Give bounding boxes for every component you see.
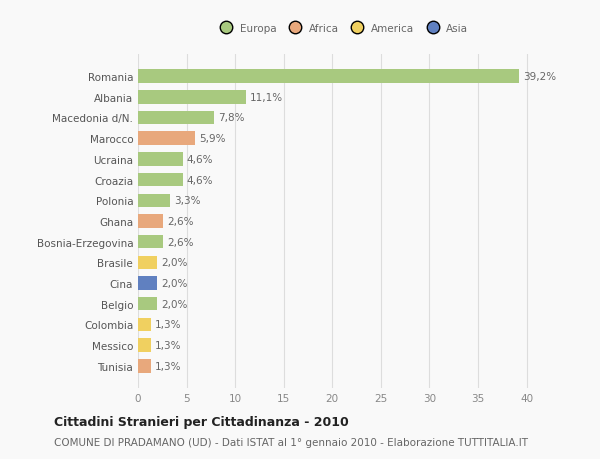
Text: 4,6%: 4,6% bbox=[187, 175, 213, 185]
Text: 1,3%: 1,3% bbox=[155, 320, 181, 330]
Bar bbox=[138, 194, 170, 207]
Text: 1,3%: 1,3% bbox=[155, 341, 181, 350]
Text: 7,8%: 7,8% bbox=[218, 113, 244, 123]
Bar bbox=[138, 256, 157, 269]
Text: 2,6%: 2,6% bbox=[167, 237, 194, 247]
Bar bbox=[138, 70, 519, 84]
Bar bbox=[138, 112, 214, 125]
Text: 11,1%: 11,1% bbox=[250, 93, 283, 102]
Bar bbox=[138, 132, 196, 146]
Legend: Europa, Africa, America, Asia: Europa, Africa, America, Asia bbox=[216, 24, 468, 34]
Text: 1,3%: 1,3% bbox=[155, 361, 181, 371]
Text: 4,6%: 4,6% bbox=[187, 155, 213, 164]
Bar bbox=[138, 359, 151, 373]
Bar bbox=[138, 215, 163, 228]
Text: 2,0%: 2,0% bbox=[161, 279, 188, 288]
Bar bbox=[138, 174, 182, 187]
Bar bbox=[138, 339, 151, 352]
Bar bbox=[138, 297, 157, 311]
Bar bbox=[138, 277, 157, 290]
Bar bbox=[138, 153, 182, 166]
Bar bbox=[138, 91, 246, 104]
Text: 2,6%: 2,6% bbox=[167, 217, 194, 226]
Text: 39,2%: 39,2% bbox=[523, 72, 556, 82]
Text: 2,0%: 2,0% bbox=[161, 258, 188, 268]
Text: 2,0%: 2,0% bbox=[161, 299, 188, 309]
Bar bbox=[138, 235, 163, 249]
Bar bbox=[138, 318, 151, 331]
Text: COMUNE DI PRADAMANO (UD) - Dati ISTAT al 1° gennaio 2010 - Elaborazione TUTTITAL: COMUNE DI PRADAMANO (UD) - Dati ISTAT al… bbox=[54, 437, 528, 447]
Text: Cittadini Stranieri per Cittadinanza - 2010: Cittadini Stranieri per Cittadinanza - 2… bbox=[54, 415, 349, 428]
Text: 3,3%: 3,3% bbox=[174, 196, 200, 206]
Text: 5,9%: 5,9% bbox=[199, 134, 226, 144]
